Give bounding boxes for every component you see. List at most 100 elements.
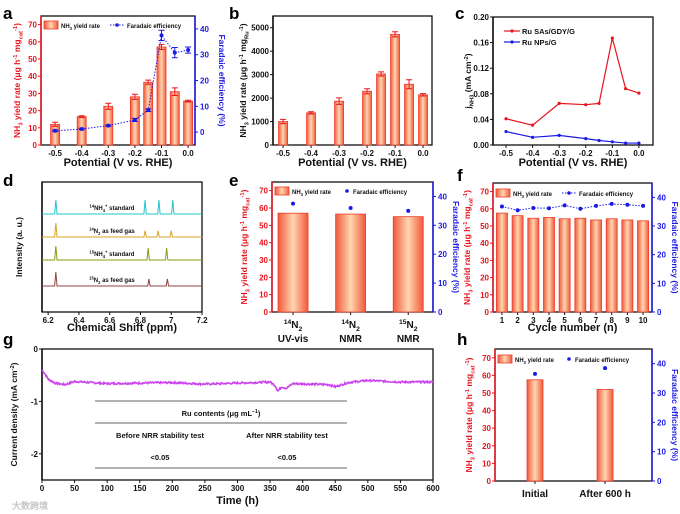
data-point	[531, 205, 536, 210]
y-tick-label: 30	[482, 424, 491, 433]
y-axis-title: NH3 yield rate (μg h-1 mgcat-1)	[464, 357, 477, 472]
panel-label-f: f	[457, 166, 463, 185]
bar	[277, 212, 309, 313]
y2-tick-label: 20	[438, 250, 447, 259]
y-tick-label: 0.04	[473, 115, 489, 124]
y-tick-label: 40	[480, 239, 489, 248]
data-point	[578, 206, 583, 211]
x-tick-label: 0.0	[633, 149, 645, 158]
series-line	[501, 203, 644, 211]
y-tick-label: 40	[28, 72, 37, 81]
error-bar	[105, 124, 112, 127]
x-tick-label: -0.2	[579, 149, 593, 158]
bar	[605, 218, 618, 313]
chart-panel-b: 0 1000 2000 3000 4000 5000 -0.5 -0.4 -0.3 -0.2 -0.…	[238, 15, 433, 169]
chart-panel-e: 01020304050607001020304014N2UV-vis14N2NM…	[239, 181, 461, 345]
legend-label: NH3 yield rate	[292, 190, 332, 197]
legend-bar-swatch	[495, 188, 511, 198]
y-axis-title: NH3 yield rate (μg h-1 mgcat-1)	[12, 23, 25, 138]
data-point	[504, 129, 508, 134]
legend-label: NH3 yield rate	[61, 24, 101, 31]
legend-label: Faradaic efficiency	[579, 192, 634, 198]
y-tick-label: 60	[482, 371, 491, 380]
x-category-label: 15N2	[399, 319, 418, 333]
table-column-header: Before NRR stability test	[116, 431, 204, 440]
x-category-label: 10	[639, 316, 648, 325]
y-tick-label: 70	[480, 188, 489, 197]
y-tick-label: 20	[259, 273, 268, 282]
y2-tick-label: 20	[657, 251, 666, 260]
series-line	[505, 130, 639, 144]
bar	[156, 46, 167, 146]
data-point	[406, 208, 411, 213]
data-point	[641, 203, 646, 208]
legend-point-swatch	[510, 29, 514, 33]
bar	[637, 220, 649, 313]
y2-tick-label: 40	[657, 360, 666, 369]
y-tick-label: 40	[259, 239, 268, 248]
data-point	[504, 117, 508, 121]
panel-label-a: a	[3, 4, 13, 23]
bar	[596, 389, 614, 482]
legend-bar-swatch	[274, 186, 290, 196]
x-tick-label: 500	[361, 484, 375, 493]
error-bar	[158, 29, 165, 42]
nmr-spectrum	[42, 271, 202, 287]
data-point	[515, 208, 520, 213]
y2-tick-label: 30	[657, 222, 666, 231]
x-tick-label: -0.3	[332, 149, 346, 158]
y-tick-label: 20	[480, 274, 489, 283]
x-tick-label: 300	[231, 484, 245, 493]
data-point	[609, 201, 614, 206]
y-tick-label: 10	[482, 459, 491, 468]
legend-label: Ru SAs/GDY/G	[522, 27, 575, 36]
y-axis-title: Current density (mA cm-2)	[9, 362, 19, 466]
legend-bar-swatch	[497, 354, 513, 364]
y-tick-label: 0	[487, 477, 492, 486]
data-point	[594, 203, 599, 208]
spectrum-label: 14NH4+ standard	[90, 204, 135, 213]
data-point	[603, 366, 608, 371]
y2-tick-label: 10	[438, 279, 447, 288]
error-bar	[406, 79, 413, 90]
bar	[143, 81, 154, 146]
error-bar	[158, 43, 165, 51]
data-point	[624, 87, 628, 91]
y2-axis-title: Faradaic efficiency (%)	[217, 34, 227, 126]
y2-tick-label: 0	[657, 308, 662, 317]
table-header: Ru contents (μg mL−1)	[182, 409, 261, 418]
x-tick-label: 6.6	[104, 316, 116, 325]
error-bar	[52, 121, 59, 127]
error-bar	[145, 108, 152, 112]
x-tick-label: -0.5	[48, 149, 62, 158]
nmr-spectrum	[42, 245, 202, 261]
x-tick-label: 0.0	[417, 149, 429, 158]
x-category-label: NMR	[339, 334, 363, 345]
legend-label: NH3 yield rate	[515, 358, 555, 365]
y-tick-label: 20	[28, 107, 37, 116]
y2-tick-label: 0	[657, 477, 662, 486]
x-category-label: 1	[500, 316, 505, 325]
x-axis-title: Cycle number (n)	[528, 322, 618, 334]
data-point	[562, 203, 567, 208]
chart-panel-f: 0 10 20 30 40 50 60 70 0 10 20 30 40 1 2 3 4 5 6 7 8 9 10 Cycle…	[462, 182, 680, 334]
legend-label: Faradaic efficiency	[127, 24, 182, 30]
y-tick-label: 60	[259, 204, 268, 213]
y-tick-label: 10	[28, 124, 37, 133]
y-tick-label: 0.00	[473, 141, 489, 150]
y-tick-label: 2000	[251, 94, 269, 103]
error-bar	[78, 127, 85, 131]
x-tick-label: -0.1	[155, 149, 169, 158]
y-tick-label: 10	[480, 291, 489, 300]
y-tick-label: 30	[259, 256, 268, 265]
x-category-label: 9	[625, 316, 630, 325]
panel-label-d: d	[3, 171, 13, 190]
x-axis-title: Time (h)	[216, 495, 259, 507]
bar	[526, 379, 544, 482]
table-cell: <0.05	[151, 453, 170, 462]
y2-tick-label: 20	[657, 418, 666, 427]
bar	[392, 216, 424, 313]
x-category-label: 3	[531, 316, 536, 325]
data-point	[557, 101, 561, 105]
legend-point-swatch	[567, 191, 571, 195]
